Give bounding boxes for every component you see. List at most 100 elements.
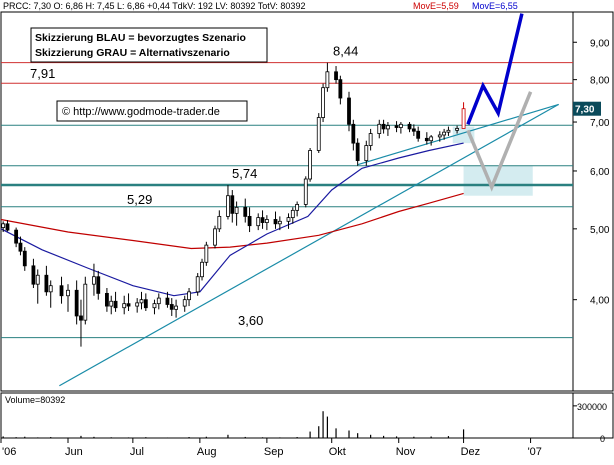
candle-body-42	[256, 217, 261, 227]
candle-body-59	[355, 142, 360, 161]
candle-body-74	[446, 129, 451, 133]
level-label-4: 5,29	[127, 192, 152, 207]
candle-body-33	[200, 261, 204, 278]
volume-panel	[0, 392, 574, 439]
candle-body-4	[18, 242, 23, 252]
trendline-2	[357, 103, 559, 166]
legend-line-gray: Skizzierung GRAU = Alternativszenario	[35, 47, 230, 59]
candle-body-18	[109, 300, 114, 307]
candle-body-69	[416, 130, 421, 139]
candle-body-41	[247, 215, 252, 227]
candle-body-56	[338, 79, 343, 99]
price-panel	[0, 11, 574, 392]
candle-body-3	[14, 229, 19, 244]
header-ticker: PRC	[3, 1, 23, 11]
y-tick-label-3: 7,00	[590, 118, 610, 129]
candle-body-66	[398, 123, 403, 128]
candle-body-63	[381, 123, 386, 130]
candle-body-52	[316, 117, 321, 151]
candle-body-46	[277, 220, 282, 225]
candle-body-73	[442, 131, 447, 136]
candle-body-16	[96, 276, 101, 294]
price-axis-panel	[572, 11, 614, 392]
candle-body-14	[83, 283, 88, 321]
candle-body-51	[308, 150, 313, 180]
candle-body-12	[74, 289, 79, 317]
candle-body-49	[295, 204, 300, 211]
candle-body-57	[347, 97, 351, 125]
candle-body-47	[286, 217, 291, 222]
copyright-box	[56, 100, 248, 122]
legend-line-blue: Skizzierung BLAU = bevorzugtes Szenario	[35, 32, 246, 44]
level-label-1: 7,91	[30, 66, 55, 81]
x-tick-label-3: Jul	[130, 446, 144, 458]
candle-body-39	[234, 206, 239, 214]
candle-body-44	[264, 219, 269, 223]
x-tick-label-6: Okt	[329, 446, 346, 458]
x-tick-label-1: '06	[2, 446, 16, 458]
x-tick-label-4: Aug	[197, 446, 217, 458]
candle-body-28	[169, 304, 174, 310]
candle-body-40	[243, 206, 248, 217]
scenario-gray-path	[466, 91, 533, 192]
candle-body-22	[135, 302, 140, 307]
candle-body-58	[351, 123, 356, 144]
candle-body-71	[429, 136, 434, 142]
candle-body-45	[273, 219, 278, 225]
x-tick-label-2: Jun	[65, 446, 83, 458]
candle-body-31	[187, 291, 191, 301]
candle-body-75	[455, 128, 459, 131]
candle-body-70	[424, 137, 429, 142]
volume-tick-label-1: 300000	[577, 402, 607, 412]
candle-body-62	[377, 123, 382, 134]
x-tick-label-9: '07	[528, 446, 542, 458]
candle-body-68	[411, 128, 416, 132]
candle-body-10	[59, 285, 64, 297]
candle-body-8	[44, 274, 49, 293]
x-tick-label-7: Nov	[396, 446, 416, 458]
candle-body-30	[182, 299, 187, 307]
volume-label: Volume=80392	[5, 395, 65, 405]
candle-body-20	[122, 303, 127, 309]
x-tick-label-8: Dez	[461, 446, 481, 458]
copyright-text: © http://www.godmode-trader.de	[62, 106, 220, 118]
candle-body-65	[394, 125, 399, 128]
volume-axis-panel	[572, 392, 614, 439]
candle-body-29	[174, 305, 178, 310]
candle-body-50	[303, 178, 308, 205]
candle-body-23	[139, 299, 144, 304]
y-tick-label-4: 6,00	[590, 167, 610, 178]
candle-body-17	[105, 292, 109, 307]
candle-body-76	[461, 108, 466, 129]
last-price-box	[573, 101, 601, 116]
last-price-label: 7,30	[575, 105, 595, 116]
moving-average-1	[0, 192, 464, 250]
candle-body-34	[204, 244, 209, 263]
candle-body-7	[35, 274, 40, 285]
level-label-5: 3,60	[238, 313, 263, 328]
level-label-3: 5,74	[232, 166, 257, 181]
y-tick-label-1: 9,00	[590, 38, 610, 49]
scenario-blue-path	[466, 13, 524, 125]
header-ma-blue: MovE=6,55	[472, 1, 518, 11]
volume-tick-label-2: 0	[600, 434, 605, 444]
legend-box	[30, 27, 268, 63]
header-ma-red: MovE=5,59	[413, 1, 459, 11]
candle-body-61	[368, 133, 373, 146]
candle-body-24	[143, 299, 148, 309]
candle-body-5	[22, 250, 27, 267]
candle-body-38	[230, 195, 235, 214]
moving-average-2	[0, 142, 464, 297]
candle-body-32	[195, 276, 200, 293]
candle-body-36	[217, 215, 222, 230]
y-tick-label-5: 5,00	[590, 225, 610, 236]
candle-body-60	[364, 145, 369, 161]
candle-body-55	[334, 71, 338, 81]
candle-body-37	[226, 195, 230, 217]
candle-body-43	[260, 217, 265, 223]
candle-body-11	[66, 289, 70, 297]
x-tick-label-5: Sep	[264, 446, 284, 458]
candle-body-1	[1, 223, 6, 228]
candle-body-48	[290, 209, 295, 219]
